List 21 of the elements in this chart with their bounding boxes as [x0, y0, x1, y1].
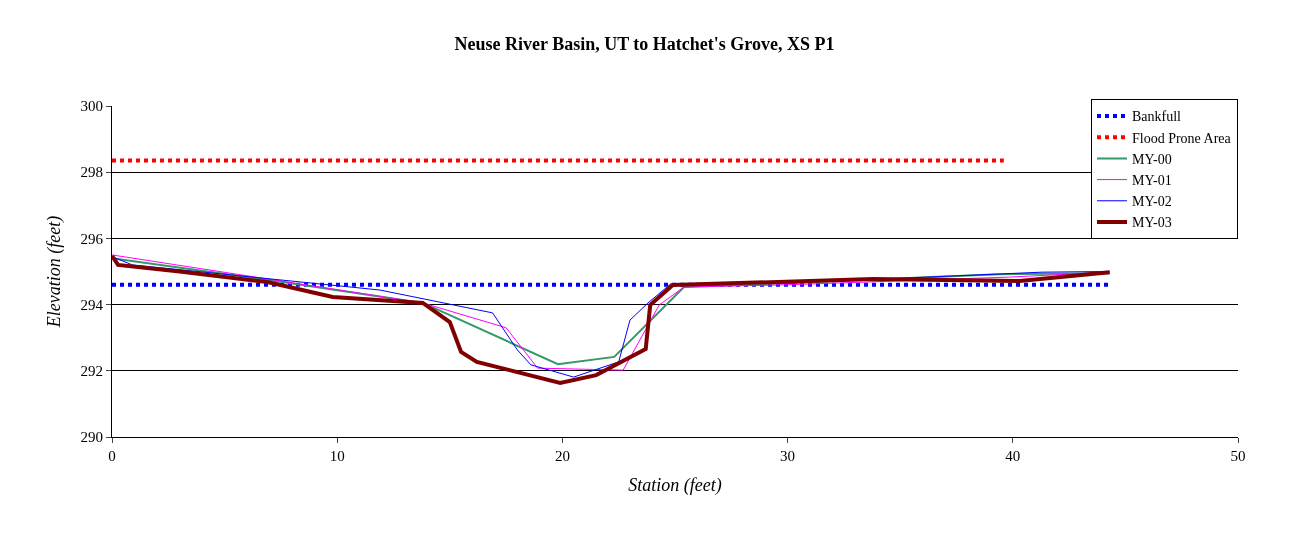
y-tick-label: 294: [80, 296, 104, 313]
legend-label: MY-00: [1132, 151, 1172, 167]
legend-label: MY-03: [1132, 215, 1172, 231]
x-tick-label: 50: [1230, 448, 1246, 464]
legend-label: MY-02: [1132, 194, 1172, 210]
x-tick-label: 30: [780, 448, 796, 464]
x-axis-title: Station (feet): [628, 475, 722, 497]
chart-title: Neuse River Basin, UT to Hatchet's Grove, XS P1: [454, 33, 835, 54]
legend-label: MY-01: [1132, 173, 1172, 189]
legend-label: Bankfull: [1132, 109, 1182, 125]
y-tick-label: 300: [80, 98, 103, 115]
y-tick-label: 296: [80, 230, 104, 247]
x-tick-label: 0: [108, 448, 116, 464]
x-tick-label: 10: [329, 448, 345, 464]
y-tick-label: 290: [80, 429, 103, 446]
y-tick-label: 292: [80, 363, 103, 380]
x-tick-label: 20: [554, 448, 570, 464]
legend-label: Flood Prone Area: [1132, 130, 1232, 146]
y-axis-title: Elevation (feet): [43, 215, 65, 329]
y-tick-label: 298: [80, 164, 103, 181]
x-tick-label: 40: [1005, 448, 1021, 464]
